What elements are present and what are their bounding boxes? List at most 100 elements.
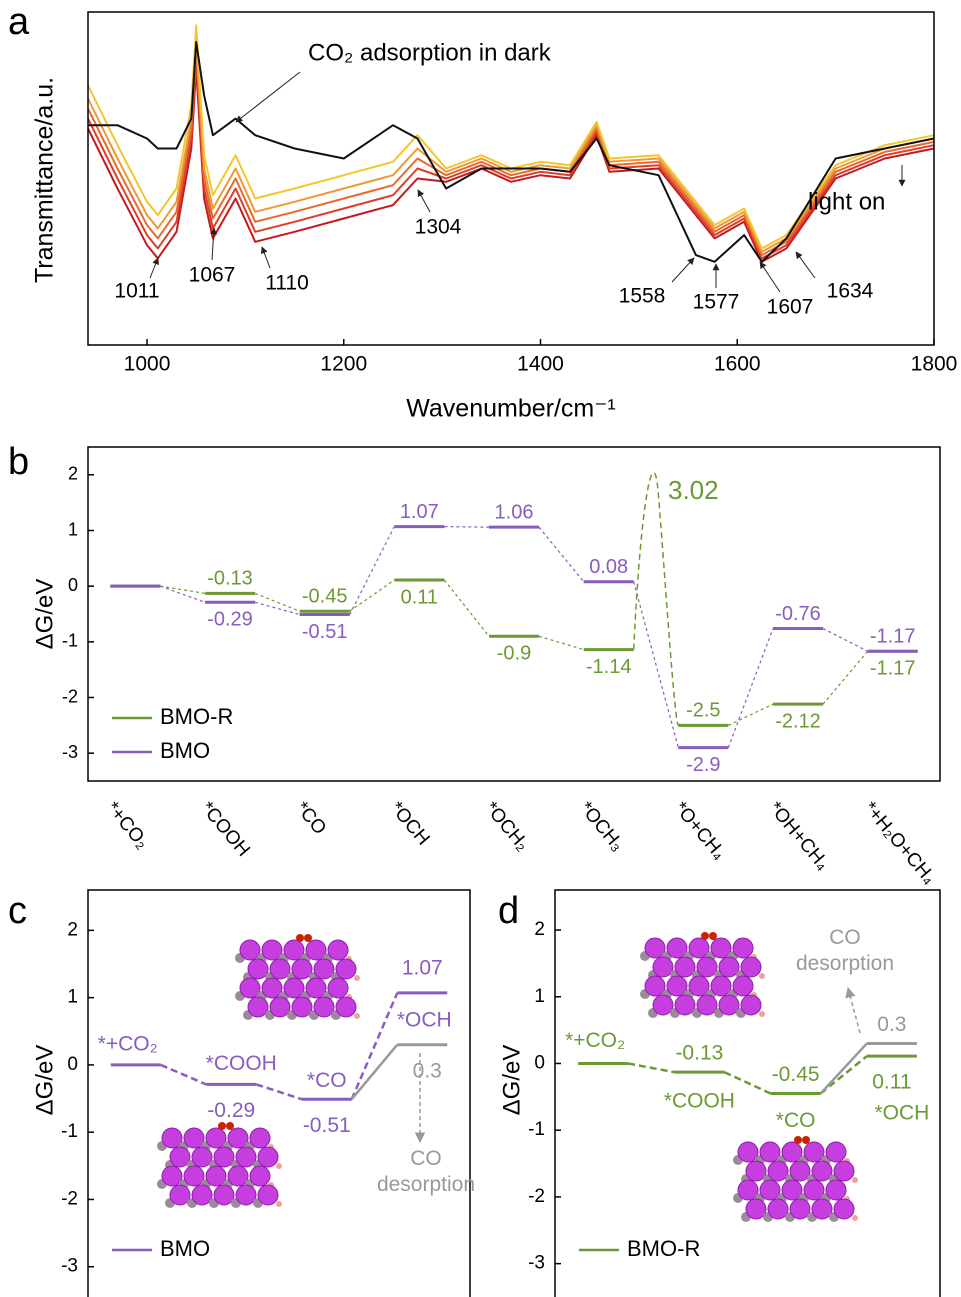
spectrum-line bbox=[88, 59, 934, 259]
atom bbox=[768, 1199, 788, 1219]
atom bbox=[276, 1163, 282, 1169]
y-axis-title: Transmittance/a.u. bbox=[31, 77, 59, 283]
arrow bbox=[848, 988, 860, 1033]
atom bbox=[206, 1166, 226, 1186]
y-tick-label: -2 bbox=[61, 1188, 78, 1209]
connector bbox=[255, 593, 300, 611]
value-label: 0.08 bbox=[589, 556, 628, 578]
arrow bbox=[760, 262, 780, 292]
atom bbox=[218, 1122, 226, 1130]
value-label: 0.11 bbox=[401, 586, 438, 608]
atom bbox=[738, 1180, 758, 1200]
value-label: -0.45 bbox=[302, 585, 348, 607]
y-tick-label: 2 bbox=[534, 919, 545, 940]
peak-label: 1634 bbox=[827, 280, 874, 303]
atom bbox=[292, 959, 312, 979]
atom bbox=[802, 1136, 810, 1144]
atom bbox=[314, 959, 334, 979]
atom bbox=[697, 957, 717, 977]
peak-label: 1577 bbox=[693, 291, 740, 314]
y-tick-label: 0 bbox=[67, 1054, 78, 1075]
annotation: CO₂ adsorption in dark bbox=[308, 39, 552, 66]
x-tick-label: 1600 bbox=[714, 353, 761, 376]
arrow bbox=[796, 252, 815, 278]
atom bbox=[162, 1128, 182, 1148]
atom bbox=[306, 978, 326, 998]
atom bbox=[738, 1142, 758, 1162]
value-label: -0.76 bbox=[775, 603, 821, 625]
atom bbox=[826, 1142, 846, 1162]
x-tick-label: *OCH₃ bbox=[575, 798, 628, 855]
y-tick-label: -3 bbox=[61, 1256, 78, 1277]
atom bbox=[667, 976, 687, 996]
x-tick-label: *O+CH₄ bbox=[670, 798, 730, 864]
atom bbox=[733, 938, 753, 958]
category-label: *CO bbox=[776, 1109, 816, 1132]
panel-label: d bbox=[498, 890, 519, 932]
atom bbox=[284, 978, 304, 998]
atom bbox=[689, 938, 709, 958]
atom bbox=[794, 1136, 802, 1144]
connector bbox=[350, 580, 395, 611]
atom bbox=[226, 1122, 234, 1130]
atom bbox=[645, 938, 665, 958]
atom bbox=[852, 1215, 858, 1221]
legend-label: BMO bbox=[160, 738, 210, 763]
barrier-curve bbox=[634, 473, 679, 726]
atom bbox=[214, 1185, 234, 1205]
connector bbox=[256, 1084, 302, 1099]
atom bbox=[336, 997, 356, 1017]
atom bbox=[240, 978, 260, 998]
atom bbox=[759, 1011, 765, 1017]
category-label: *CO bbox=[307, 1069, 347, 1092]
x-tick-label: 1000 bbox=[124, 353, 171, 376]
atom bbox=[206, 1128, 226, 1148]
category-label: *OCH bbox=[874, 1102, 929, 1125]
value-label: -0.13 bbox=[675, 1042, 723, 1065]
atom bbox=[248, 997, 268, 1017]
x-tick-label: *CO bbox=[291, 798, 330, 839]
value-label: -2.9 bbox=[686, 754, 720, 776]
value-label: 0.11 bbox=[872, 1071, 911, 1094]
connector bbox=[821, 1056, 867, 1093]
atom bbox=[711, 976, 731, 996]
connector bbox=[728, 628, 773, 747]
atom bbox=[354, 975, 360, 981]
value-label: -1.17 bbox=[870, 626, 916, 648]
atom bbox=[258, 1185, 278, 1205]
atom bbox=[162, 1166, 182, 1186]
atom bbox=[214, 1147, 234, 1167]
category-label: *COOH bbox=[664, 1090, 735, 1113]
atom bbox=[711, 938, 731, 958]
connector bbox=[444, 580, 489, 636]
atom bbox=[790, 1199, 810, 1219]
atom bbox=[812, 1161, 832, 1181]
panel-label: b bbox=[8, 441, 29, 483]
y-tick-label: -1 bbox=[62, 631, 78, 651]
arrow bbox=[418, 190, 430, 212]
atom bbox=[236, 1185, 256, 1205]
atom bbox=[741, 995, 761, 1015]
y-tick-label: -1 bbox=[61, 1121, 78, 1142]
connector bbox=[255, 602, 300, 614]
atom bbox=[746, 1161, 766, 1181]
atom bbox=[306, 940, 326, 960]
atom bbox=[304, 934, 312, 942]
atom bbox=[804, 1180, 824, 1200]
value-label: 0.3 bbox=[877, 1013, 906, 1036]
category-label: *COOH bbox=[206, 1052, 277, 1075]
y-tick-label: 1 bbox=[68, 519, 78, 539]
y-tick-label: -3 bbox=[528, 1253, 545, 1274]
annotation: light on bbox=[808, 188, 885, 215]
peak-label: 1110 bbox=[265, 272, 309, 295]
connector bbox=[444, 527, 489, 528]
atom bbox=[667, 938, 687, 958]
peak-label: 1011 bbox=[114, 280, 159, 303]
y-tick-label: -2 bbox=[62, 686, 78, 706]
spectrum-line bbox=[88, 42, 934, 262]
peak-label: 1304 bbox=[415, 216, 462, 239]
atom bbox=[645, 976, 665, 996]
atom bbox=[262, 940, 282, 960]
arrow bbox=[150, 258, 158, 278]
atom bbox=[228, 1166, 248, 1186]
